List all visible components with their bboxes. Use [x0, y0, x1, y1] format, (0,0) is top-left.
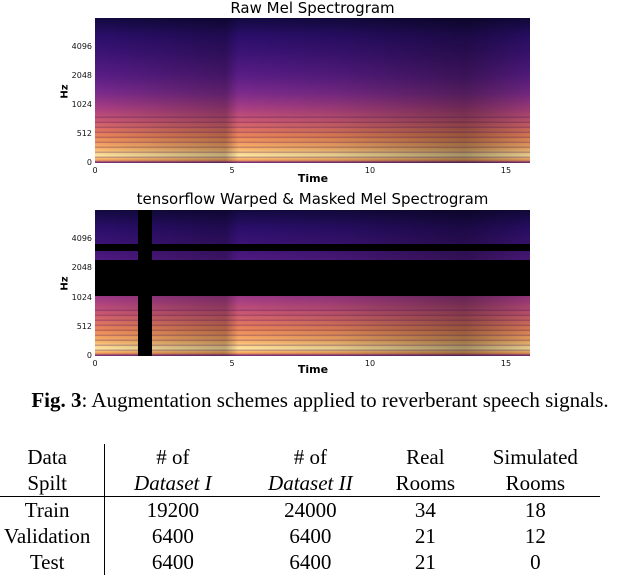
- header-cell: Simulated: [492, 445, 578, 469]
- table-cell: 6400: [151, 524, 194, 548]
- x-tick: 0: [92, 166, 98, 175]
- x-axis-label: Time: [297, 363, 329, 376]
- caption-label: Fig. 3: [31, 388, 82, 412]
- y-tick: 512: [76, 322, 92, 331]
- figure-caption: Fig. 3: Augmentation schemes applied to …: [0, 388, 640, 412]
- x-axis-label: Time: [297, 172, 329, 185]
- header-cell: # of: [293, 445, 327, 469]
- y-axis-label: Hz: [59, 84, 71, 99]
- frequency-mask: [95, 260, 530, 296]
- header-cell: # of: [156, 445, 190, 469]
- y-tick: 2048: [71, 263, 92, 272]
- time-mask: [138, 210, 152, 356]
- header-cell: Rooms: [470, 470, 601, 497]
- frequency-mask: [95, 244, 530, 251]
- header-cell: Rooms: [380, 470, 471, 497]
- header-cell: Dataset II: [240, 470, 381, 497]
- table-cell: 18: [524, 498, 546, 522]
- table-row: Test 6400 6400 21 0: [0, 549, 600, 575]
- header-cell: Dataset I: [104, 470, 241, 497]
- dataset-split-table: Data # of # of Real Simulated Spilt Data…: [0, 444, 601, 575]
- table-cell: 12: [524, 524, 546, 548]
- x-tick: 5: [229, 166, 235, 175]
- panel-title: tensorflow Warped & Masked Mel Spectrogr…: [136, 190, 489, 208]
- table-cell: 6400: [151, 550, 194, 574]
- y-axis-label: Hz: [59, 276, 71, 291]
- y-tick: 1024: [71, 100, 92, 109]
- spectrogram-image: [95, 18, 530, 163]
- table-cell: 0: [530, 550, 541, 574]
- x-tick: 15: [500, 166, 512, 175]
- table-cell: Validation: [0, 523, 106, 549]
- table-cell: 19200: [146, 498, 200, 522]
- y-tick: 2048: [71, 71, 92, 80]
- spectrogram-panel-augmented: tensorflow Warped & Masked Mel Spectrogr…: [0, 190, 640, 380]
- table-row: Validation 6400 6400 21 12: [0, 523, 600, 549]
- header-cell: Spilt: [0, 470, 106, 497]
- table-cell: Train: [0, 496, 106, 523]
- x-tick: 15: [500, 359, 512, 368]
- x-tick: 10: [364, 359, 376, 368]
- y-tick: 0: [86, 351, 92, 360]
- panel-title: Raw Mel Spectrogram: [230, 0, 395, 17]
- table-header-row: Data # of # of Real Simulated: [0, 444, 600, 470]
- y-tick: 4096: [71, 234, 92, 243]
- spectrogram-panel-raw: Raw Mel Spectrogram Hz 4096 2048 1024 51…: [0, 0, 640, 190]
- table-cell: Test: [0, 549, 106, 575]
- table-cell: 24000: [284, 498, 337, 522]
- y-tick: 512: [76, 129, 92, 138]
- table-cell: 34: [414, 498, 436, 522]
- table-cell: 6400: [289, 550, 332, 574]
- header-cell: Data: [0, 444, 106, 470]
- header-cell: Real: [406, 445, 445, 469]
- table-cell: 21: [414, 550, 436, 574]
- y-tick: 4096: [71, 42, 92, 51]
- caption-text: : Augmentation schemes applied to reverb…: [81, 388, 609, 412]
- table-header-row: Spilt Dataset I Dataset II Rooms Rooms: [0, 470, 601, 497]
- spectrogram-image: [95, 210, 530, 356]
- y-tick: 1024: [71, 293, 92, 302]
- x-tick: 10: [364, 166, 376, 175]
- x-tick: 0: [92, 359, 98, 368]
- x-tick: 5: [229, 359, 235, 368]
- table-cell: 6400: [289, 524, 332, 548]
- y-tick: 0: [86, 158, 92, 167]
- table-cell: 21: [414, 524, 436, 548]
- table-row: Train 19200 24000 34 18: [0, 496, 600, 523]
